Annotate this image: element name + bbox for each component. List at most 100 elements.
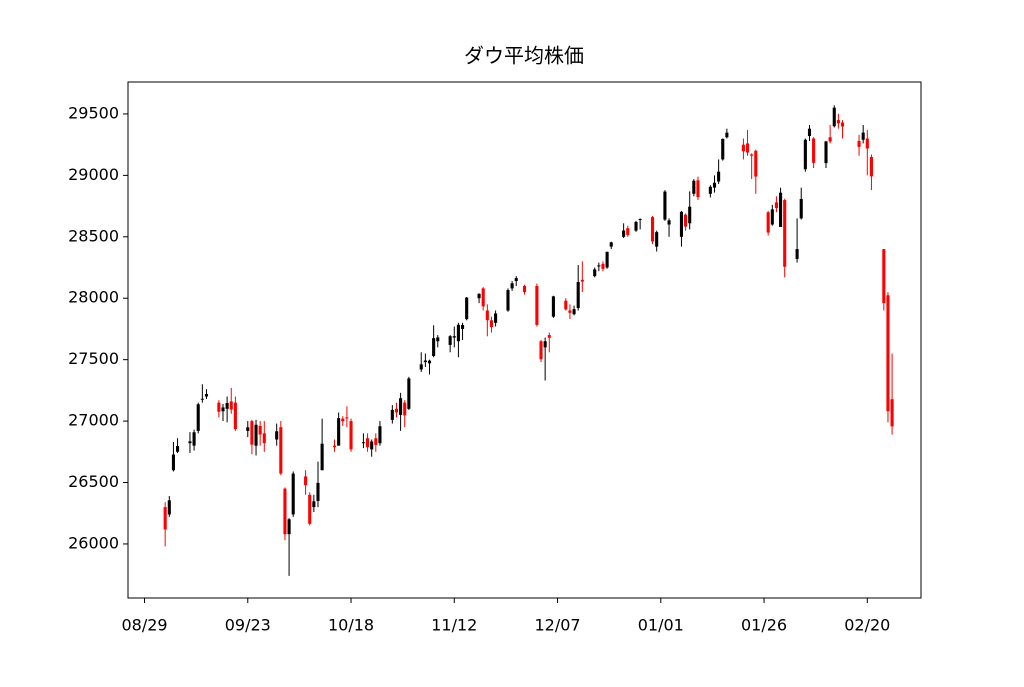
candle-body <box>754 150 758 177</box>
candle-body <box>745 143 750 153</box>
candle-body <box>419 364 423 370</box>
candle-body <box>423 360 427 363</box>
candle-body <box>427 360 432 364</box>
candle-body <box>696 180 700 198</box>
candle-body <box>783 199 787 267</box>
candle-body <box>766 212 770 233</box>
candle-body <box>638 218 642 220</box>
candle-body <box>312 501 316 508</box>
candle-body <box>840 122 845 127</box>
candle-body <box>233 402 237 430</box>
candle-body <box>576 282 580 309</box>
candle-body <box>320 443 324 471</box>
candle-body <box>456 324 460 342</box>
candle-body <box>192 432 196 446</box>
candle-body <box>217 402 221 412</box>
candle-body <box>332 445 337 448</box>
candle-body <box>580 279 584 282</box>
y-tick-label: 26500 <box>68 472 119 491</box>
y-tick-label: 26000 <box>68 533 119 552</box>
candle-body <box>196 404 200 431</box>
candle-body <box>812 138 816 163</box>
candle-body <box>601 263 605 269</box>
candle-body <box>539 341 543 360</box>
candle-body <box>366 438 370 448</box>
candle-body <box>634 221 638 231</box>
candle-body <box>593 269 597 277</box>
candle-body <box>407 378 411 409</box>
candle-body <box>287 519 291 535</box>
candle-body <box>882 249 886 304</box>
candle-body <box>452 336 456 338</box>
x-tick-label: 10/18 <box>328 616 374 635</box>
candle-body <box>394 408 399 413</box>
candle-body <box>774 202 778 209</box>
candle-body <box>692 180 696 194</box>
candle-body <box>510 283 514 289</box>
y-tick-label: 28500 <box>68 226 119 245</box>
candle-body <box>163 507 167 530</box>
y-tick-label: 29500 <box>68 103 119 122</box>
candle-body <box>167 500 171 515</box>
candle-body <box>667 220 671 225</box>
x-tick-label: 01/26 <box>741 616 787 635</box>
candle-body <box>708 186 712 194</box>
candle-body <box>399 398 403 415</box>
candle-body <box>308 494 312 524</box>
candle-body <box>535 285 539 325</box>
candle-body <box>448 336 452 345</box>
candle-body <box>795 249 799 259</box>
candle-body <box>225 403 229 409</box>
candle-body <box>836 120 840 124</box>
candle-body <box>345 417 349 419</box>
candle-body <box>304 476 308 486</box>
candle-body <box>832 107 836 127</box>
candle-body <box>403 402 407 416</box>
x-tick-label: 08/29 <box>121 616 167 635</box>
x-tick-label: 09/23 <box>225 616 271 635</box>
candle-body <box>869 156 873 177</box>
candle-body <box>378 426 382 444</box>
candle-body <box>489 320 494 327</box>
candle-body <box>857 140 861 147</box>
y-tick-label: 29000 <box>68 165 119 184</box>
candle-body <box>279 427 283 474</box>
candle-body <box>221 407 225 412</box>
candle-body <box>547 335 551 338</box>
candle-body <box>684 214 688 227</box>
candle-body <box>886 295 890 412</box>
candle-body <box>485 310 489 321</box>
candle-body <box>460 325 465 329</box>
candle-body <box>626 228 630 235</box>
candle-body <box>799 198 803 219</box>
x-tick-label: 11/12 <box>431 616 477 635</box>
candle-body <box>188 441 192 444</box>
candle-body <box>770 209 774 225</box>
candle-body <box>551 296 555 317</box>
candle-body <box>316 482 320 501</box>
y-tick-label: 27000 <box>68 411 119 430</box>
candle-body <box>597 265 601 267</box>
candle-body <box>390 409 394 420</box>
candle-body <box>779 192 783 227</box>
y-tick-label: 27500 <box>68 349 119 368</box>
candle-body <box>481 288 485 307</box>
x-tick-label: 01/01 <box>638 616 684 635</box>
candle-body <box>828 137 832 142</box>
candle-body <box>861 132 865 140</box>
candle-body <box>572 309 576 315</box>
candle-body <box>622 230 626 237</box>
candle-body <box>436 337 440 342</box>
candle-body <box>803 139 807 170</box>
candle-body <box>349 421 353 450</box>
candle-body <box>494 313 498 323</box>
candle-body <box>650 217 655 242</box>
candle-body <box>250 421 254 445</box>
candle-body <box>254 424 258 446</box>
candle-body <box>374 438 378 445</box>
chart-title: ダウ平均株価 <box>464 44 584 68</box>
candle-body <box>477 293 481 299</box>
candle-body <box>229 401 233 410</box>
